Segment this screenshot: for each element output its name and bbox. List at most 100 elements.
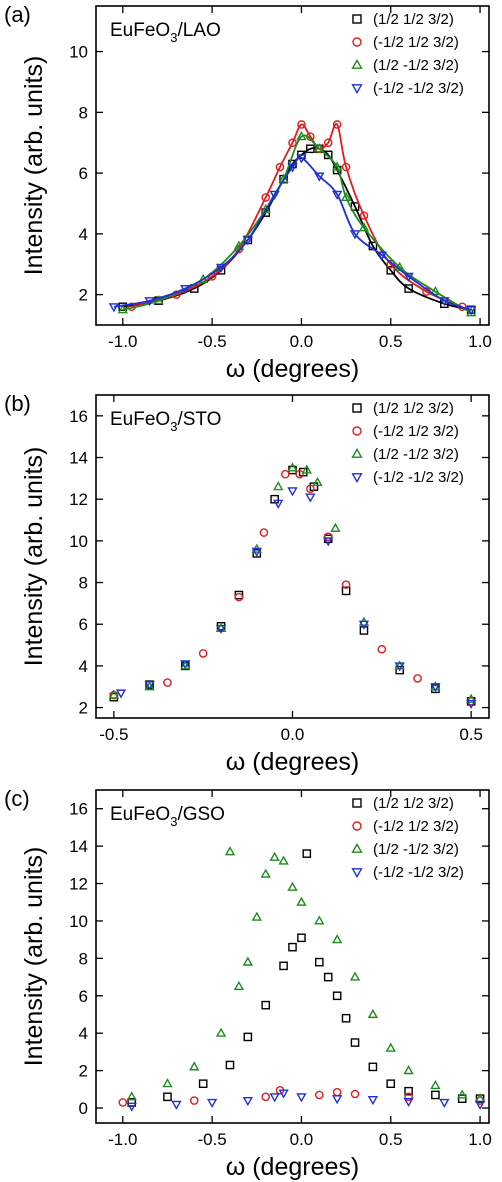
data-point — [215, 1027, 227, 1037]
legend-entry: (1/2 -1/2 3/2) — [373, 57, 459, 74]
data-point — [359, 211, 369, 220]
legend-marker — [352, 403, 362, 413]
data-point — [252, 549, 262, 558]
title-subscript: 3 — [170, 814, 177, 829]
series-triangle-down — [126, 1089, 486, 1112]
plot-frame — [95, 394, 490, 719]
data-point — [225, 1060, 235, 1070]
data-point — [368, 1062, 378, 1072]
data-point — [215, 624, 227, 634]
data-point — [431, 1090, 440, 1100]
data-point — [251, 547, 262, 557]
plot-frame — [95, 789, 490, 1124]
data-point — [243, 1032, 253, 1042]
data-point — [296, 131, 307, 141]
series-triangle-up — [108, 462, 477, 703]
data-point — [261, 1092, 271, 1102]
data-point — [306, 484, 315, 494]
data-point — [349, 230, 361, 240]
data-point — [385, 1042, 396, 1052]
y-tick-label: 2 — [79, 286, 88, 305]
data-point — [359, 626, 369, 635]
y-tick-label: 6 — [79, 164, 88, 183]
y-tick-label: 10 — [69, 43, 88, 62]
y-tick-label: 0 — [79, 1099, 88, 1118]
data-point — [367, 1008, 379, 1019]
data-point — [341, 580, 351, 589]
y-tick-label: 12 — [69, 490, 88, 509]
data-point — [314, 172, 325, 182]
x-tick-label: -0.5 — [197, 332, 226, 351]
data-point — [297, 933, 306, 943]
data-point — [323, 537, 334, 547]
data-point — [314, 915, 325, 925]
panel-label: (c) — [4, 786, 30, 811]
x-axis-label: ω (degrees) — [226, 355, 359, 383]
chart-title: EuFeO3/GSO — [110, 804, 225, 829]
title-substrate: /GSO — [177, 804, 225, 825]
legend: (1/2 1/2 3/2) (-1/2 1/2 3/2) (1/2 -1/2 3/2… — [351, 400, 464, 486]
data-point — [404, 1086, 413, 1096]
data-point — [279, 961, 288, 971]
data-point — [332, 1087, 342, 1097]
x-tick-label: 0.5 — [379, 332, 403, 351]
legend-marker — [351, 58, 363, 69]
data-point — [465, 693, 477, 703]
data-point — [332, 1095, 343, 1105]
data-point — [465, 699, 477, 709]
data-point — [233, 980, 245, 991]
data-point — [413, 674, 422, 683]
x-tick-label: 0.0 — [281, 725, 305, 744]
legend-entry: (1/2 -1/2 3/2) — [373, 841, 459, 858]
chart-panel-b: -0.5 0.0 0.5 2 4 6 8 10 12 14 16 ω (degrees) Intensi… — [4, 391, 490, 776]
data-point — [273, 499, 284, 509]
data-point — [376, 251, 387, 261]
data-point — [287, 487, 298, 497]
series-triangle-down — [115, 487, 477, 709]
data-point — [269, 190, 280, 200]
data-point — [163, 678, 172, 687]
x-tick-label: -0.5 — [99, 725, 128, 744]
x-tick-label: 0.5 — [459, 725, 483, 744]
data-point — [278, 1089, 289, 1099]
data-point — [386, 1079, 396, 1089]
data-point — [260, 203, 271, 214]
y-tick-label: 4 — [79, 657, 88, 676]
y-tick-label: 14 — [69, 837, 88, 856]
data-point — [350, 1089, 360, 1099]
data-point — [251, 911, 262, 921]
data-point — [180, 660, 191, 670]
data-point — [189, 1061, 200, 1071]
data-point — [269, 1093, 280, 1103]
legend-marker — [351, 842, 363, 853]
data-point — [323, 972, 333, 982]
legend-marker — [352, 821, 362, 831]
legend: (1/2 1/2 3/2) (-1/2 1/2 3/2) (1/2 -1/2 3/2… — [351, 11, 464, 97]
panel-label: (a) — [4, 2, 31, 27]
data-point — [403, 1097, 414, 1108]
data-point — [296, 896, 307, 906]
legend-entry: (-1/2 1/2 3/2) — [373, 423, 459, 440]
data-point — [332, 934, 343, 944]
data-point — [341, 162, 351, 172]
data-point — [296, 1093, 307, 1103]
data-point — [281, 469, 290, 479]
title-subscript: 3 — [170, 30, 177, 45]
data-point — [305, 493, 316, 503]
chart-panel-a: -1.0 -0.5 0.0 0.5 1.0 2 4 6 8 10 ω (degrees) Intens… — [4, 2, 492, 383]
data-point — [153, 295, 164, 305]
panel-label: (b) — [4, 391, 31, 416]
data-point — [189, 1096, 199, 1105]
data-point — [118, 1098, 128, 1107]
y-tick-label: 4 — [79, 1024, 88, 1043]
fit-line — [113, 156, 472, 311]
data-point — [457, 1089, 468, 1099]
data-point — [439, 297, 450, 307]
data-point — [358, 222, 370, 232]
data-point — [287, 881, 298, 891]
legend-marker — [351, 868, 363, 879]
y-axis-label: Intensity (arb. units) — [20, 847, 48, 1067]
legend-marker — [352, 14, 362, 24]
legend-marker — [352, 798, 362, 808]
data-point — [395, 665, 404, 675]
